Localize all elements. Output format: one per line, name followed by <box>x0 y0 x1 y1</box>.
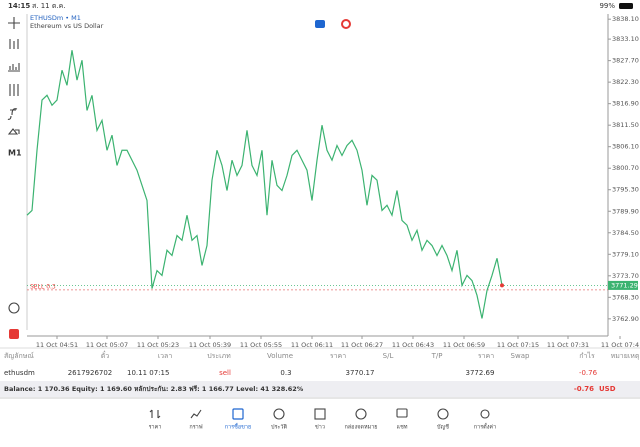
table-cell: 2617926702 <box>68 369 113 377</box>
tab-icon-news[interactable] <box>314 408 326 420</box>
battery-icon <box>619 3 633 9</box>
tab-icon-chat[interactable] <box>396 408 408 418</box>
y-tick-label: 3822.30 <box>612 78 639 86</box>
y-tick-label: 3827.70 <box>612 57 639 65</box>
balance-text: Balance: 1 170.36 Equity: 1 169.60 หลักป… <box>4 385 304 393</box>
tab-label[interactable]: กราฟ <box>189 424 202 431</box>
x-tick-label: 11 Oct 06:27 <box>341 341 383 349</box>
settings-tool[interactable] <box>9 84 19 96</box>
table-cell: ethusdm <box>4 369 35 377</box>
status-time: 14:15 <box>8 2 30 10</box>
y-tick-label: 3784.50 <box>612 229 639 237</box>
chart-subtitle: Ethereum vs US Dollar <box>30 22 104 30</box>
table-header: ราคา <box>330 352 346 360</box>
table-header: กำไร <box>579 351 595 360</box>
objects-tool[interactable] <box>7 128 20 135</box>
tab-icon-history[interactable] <box>273 408 285 420</box>
left-toolbar[interactable] <box>7 17 20 339</box>
x-tick-label: 11 Oct 06:11 <box>291 341 333 349</box>
y-tick-label: 3816.90 <box>612 100 639 108</box>
y-tick-label: 3811.50 <box>612 121 639 129</box>
tab-icon-chart[interactable] <box>190 409 202 419</box>
balance-profit: -0.76 <box>574 385 594 393</box>
x-tick-label: 11 Oct 06:59 <box>443 341 485 349</box>
table-cell: 3770.17 <box>346 369 375 377</box>
status-date: ส. 11 ต.ค. <box>32 2 66 10</box>
tab-label[interactable]: การซื้อขาย <box>225 423 251 431</box>
buy-button[interactable] <box>315 20 325 28</box>
trade-tool[interactable] <box>9 329 19 339</box>
tab-label[interactable]: กล่องจดหมาย <box>344 425 377 431</box>
x-tick-label: 11 Oct 05:23 <box>137 341 179 349</box>
table-cell: -0.76 <box>579 369 598 377</box>
price-line <box>26 50 503 319</box>
tab-icon-quotes[interactable] <box>149 409 161 419</box>
table-header: สัญลักษณ์ <box>4 352 34 360</box>
table-header: หมายเหตุ <box>611 352 640 360</box>
y-tick-label: 3789.90 <box>612 207 639 215</box>
function-tool[interactable] <box>7 108 18 120</box>
current-price-label: 3771.29 <box>611 281 638 289</box>
table-header: Volume <box>267 352 293 360</box>
table-header: Swap <box>511 352 530 360</box>
y-tick-label: 3779.10 <box>612 250 639 258</box>
x-tick-label: 11 Oct 05:07 <box>86 341 128 349</box>
y-tick-label: 3762.90 <box>612 315 639 323</box>
balance-currency: USD <box>599 385 616 393</box>
position-label: SELL 0.3 <box>30 283 56 290</box>
tab-icon-mail[interactable] <box>355 408 367 420</box>
table-header: ราคา <box>478 352 494 360</box>
table-header: T/P <box>431 352 443 360</box>
tab-icon-account[interactable] <box>437 408 449 420</box>
x-tick-label: 11 Oct 05:55 <box>240 341 282 349</box>
last-price-dot <box>500 283 504 288</box>
table-cell: 0.3 <box>280 369 291 377</box>
y-tick-label: 3833.10 <box>612 35 639 43</box>
table-header: ประเภท <box>207 352 231 360</box>
current-price-tag <box>608 280 638 290</box>
x-tick-label: 11 Oct 07:15 <box>497 341 539 349</box>
sell-button[interactable] <box>341 19 351 29</box>
tab-label[interactable]: แชท <box>397 424 408 431</box>
tab-label[interactable]: บัญชี <box>437 424 449 431</box>
tab-label[interactable]: ข่าว <box>315 425 325 431</box>
x-tick-label: 11 Oct 04:51 <box>36 341 78 349</box>
chart-type-tool[interactable] <box>9 39 19 49</box>
y-tick-label: 3768.30 <box>612 293 639 301</box>
table-cell: 10.11 07:15 <box>127 369 169 377</box>
indicators-tool[interactable] <box>8 63 20 72</box>
y-tick-label: 3838.10 <box>612 15 639 23</box>
tab-label[interactable]: การตั้งค่า <box>474 423 496 431</box>
tab-icons <box>149 408 490 420</box>
table-header: เวลา <box>158 352 173 360</box>
y-tick-label: 3806.10 <box>612 143 639 151</box>
balance-bar <box>0 381 640 397</box>
timeframe[interactable]: M1 <box>8 149 22 158</box>
tab-label[interactable]: ประวัติ <box>271 424 287 431</box>
x-tick-label: 11 Oct 07:31 <box>547 341 589 349</box>
tab-label[interactable]: ราคา <box>149 425 162 431</box>
table-header: ตั๋ว <box>101 351 110 360</box>
x-tick-label: 11 Oct 05:39 <box>189 341 231 349</box>
y-tick-label: 3800.70 <box>612 164 639 172</box>
tab-icon-trade[interactable] <box>232 408 244 420</box>
table-header: S/L <box>383 352 394 360</box>
table-cell: 3772.69 <box>466 369 495 377</box>
x-tick-label: 11 Oct 07:4 <box>601 341 639 349</box>
y-tick-label: 3773.70 <box>612 272 639 280</box>
chart-title: ETHUSDm • M1 <box>30 14 81 22</box>
battery: 99% <box>599 2 615 10</box>
crosshair-tool[interactable] <box>8 17 20 29</box>
zoom-tool[interactable] <box>8 302 20 314</box>
x-tick-label: 11 Oct 06:43 <box>392 341 434 349</box>
tab-icon-settings[interactable] <box>480 409 490 419</box>
y-tick-label: 3795.30 <box>612 186 639 194</box>
table-cell: sell <box>219 369 231 377</box>
